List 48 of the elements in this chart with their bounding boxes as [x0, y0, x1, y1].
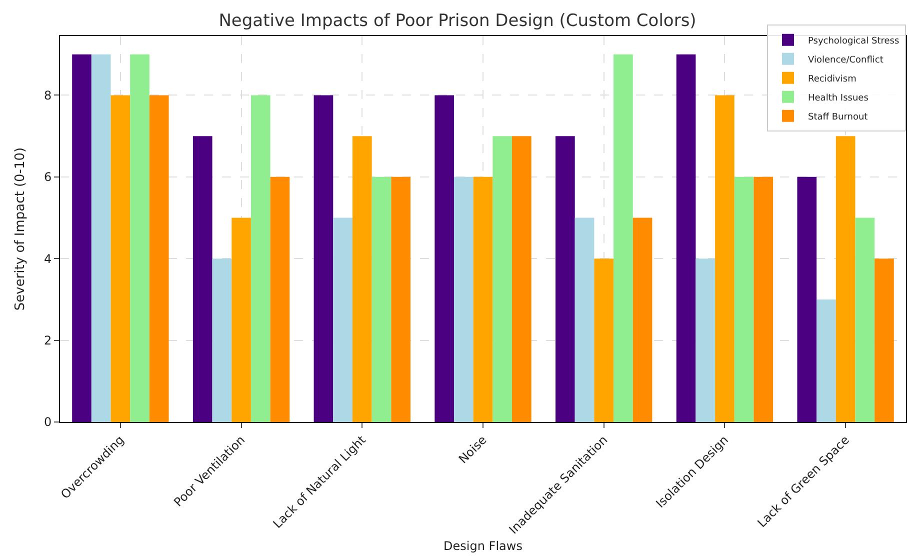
bar: [212, 258, 232, 422]
y-tick-label: 4: [44, 252, 52, 266]
bar: [696, 258, 716, 422]
bar: [110, 95, 130, 422]
y-tick-label: 2: [44, 334, 52, 348]
bar: [352, 136, 372, 422]
bar: [149, 95, 169, 422]
legend-label: Psychological Stress: [808, 36, 900, 46]
legend-label: Staff Burnout: [808, 112, 868, 122]
bar: [434, 95, 454, 422]
bar: [512, 136, 532, 422]
bar: [130, 54, 150, 422]
chart-title: Negative Impacts of Poor Prison Design (Custom Colors): [218, 10, 696, 31]
bar: [797, 176, 817, 422]
bar: [614, 54, 633, 422]
bar: [391, 176, 410, 422]
bar: [372, 176, 392, 422]
bar: [250, 95, 270, 422]
bar: [492, 136, 512, 422]
x-axis-title: Design Flaws: [444, 538, 522, 553]
legend-label: Health Issues: [808, 93, 869, 104]
bar: [556, 136, 575, 422]
y-axis-title: Severity of Impact (0-10): [13, 147, 28, 311]
bar: [754, 176, 774, 422]
bar: [874, 258, 894, 422]
bar: [72, 54, 92, 422]
bar: [816, 299, 836, 422]
bar: [314, 95, 334, 422]
bar: [232, 218, 251, 422]
bar: [594, 258, 614, 422]
bar: [270, 176, 290, 422]
bar: [855, 218, 875, 422]
y-tick-label: 8: [44, 88, 52, 102]
legend-label: Violence/Conflict: [808, 55, 884, 66]
bar: [574, 218, 594, 422]
bar: [836, 136, 856, 422]
y-tick-label: 0: [44, 415, 52, 430]
bar: [715, 95, 734, 422]
y-tick-label: 6: [44, 170, 52, 184]
legend-label: Recidivism: [808, 74, 856, 84]
bar: [473, 176, 493, 422]
bar: [333, 218, 352, 422]
bar: [734, 176, 754, 422]
bar: [454, 176, 474, 422]
bar: [676, 54, 696, 422]
bar: [192, 136, 212, 422]
bar: [91, 54, 111, 422]
bar: [632, 218, 652, 422]
